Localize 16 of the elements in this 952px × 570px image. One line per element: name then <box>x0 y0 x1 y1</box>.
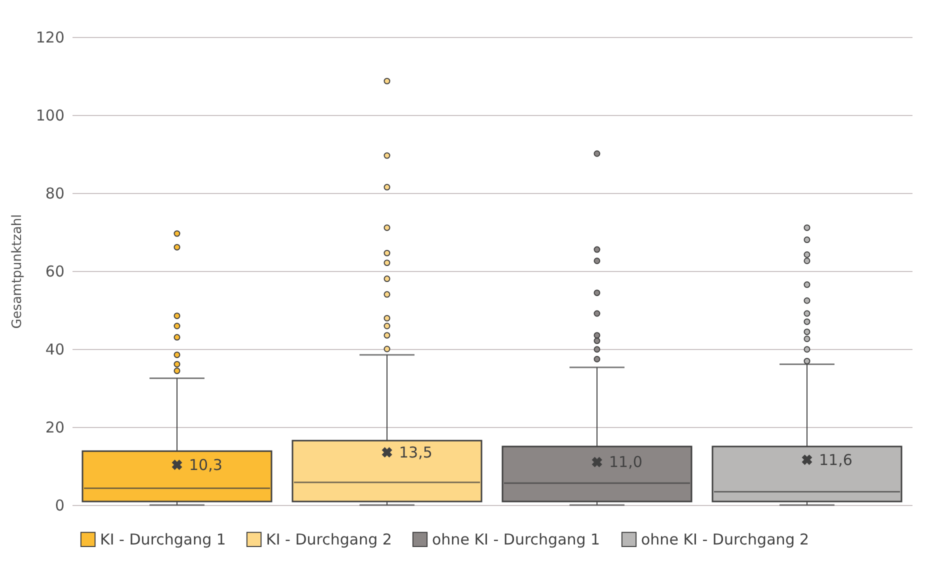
y-tick-label: 120 <box>36 28 64 46</box>
legend-label: ohne KI - Durchgang 1 <box>432 530 600 548</box>
text: 11,0 <box>609 453 642 472</box>
y-tick-label: 60 <box>45 262 64 280</box>
y-tick-label: 20 <box>45 418 64 436</box>
legend-label: KI - Durchgang 1 <box>100 530 226 548</box>
text: 13,5 <box>399 443 432 462</box>
legend-label: KI - Durchgang 2 <box>266 530 392 548</box>
y-axis-title: Gesamtpunktzahl <box>10 214 25 329</box>
y-tick-label: 0 <box>54 496 64 514</box>
y-tick-label: 80 <box>45 184 64 202</box>
text: 11,6 <box>819 450 852 469</box>
legend-label: ohne KI - Durchgang 2 <box>641 530 810 548</box>
y-tick-label: 100 <box>36 106 64 124</box>
text: 10,3 <box>189 456 222 474</box>
y-tick-label: 40 <box>45 340 64 358</box>
